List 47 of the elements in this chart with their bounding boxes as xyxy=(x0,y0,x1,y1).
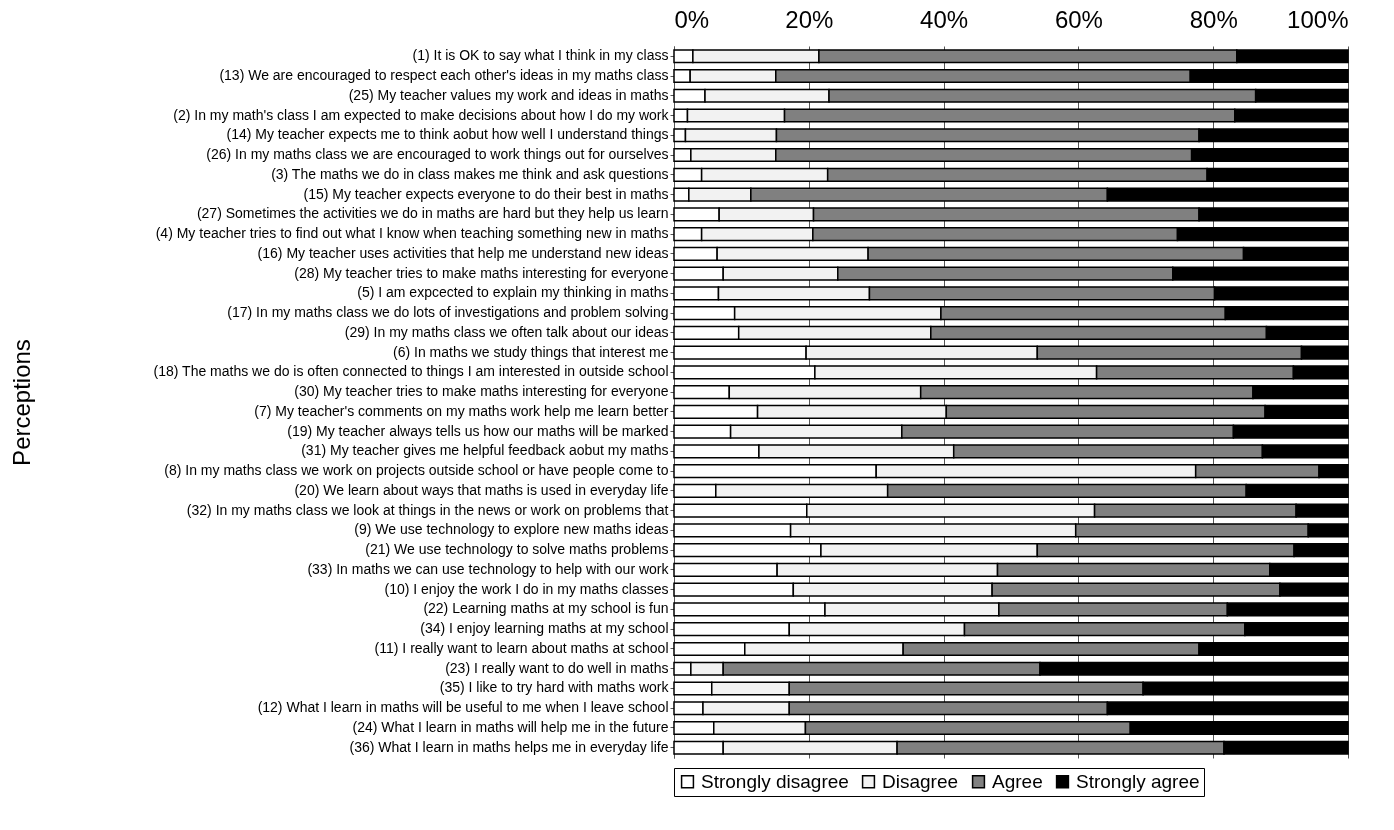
y-tick-label: (14) My teacher expects me to think aobut how well I understand things xyxy=(226,126,669,143)
y-tick-label: (20) We learn about ways that maths is used in everyday life xyxy=(294,481,669,498)
y-tick-label: (30) My teacher tries to make maths interesting for everyone xyxy=(294,383,669,400)
y-tick-label: (4) My teacher tries to find out what I know when teaching something new in maths xyxy=(155,225,669,242)
y-tick-label: (29) In my maths class we often talk about our ideas xyxy=(344,323,669,340)
y-tick-label: (11) I really want to learn about maths at school xyxy=(374,639,669,656)
x-tick-label: 80% xyxy=(1189,5,1238,33)
y-tick-label: (27) Sometimes the activities we do in maths are hard but they help us learn xyxy=(196,205,669,222)
y-tick-label: (9) We use technology to explore new maths ideas xyxy=(354,521,669,538)
y-tick-label: (36) What I learn in maths helps me in everyday life xyxy=(349,738,669,755)
y-tick-label: (13) We are encouraged to respect each other's ideas in my maths class xyxy=(219,67,669,84)
y-tick-label: (34) I enjoy learning maths at my school xyxy=(420,620,669,637)
legend-label: Strongly disagree xyxy=(701,770,849,792)
y-tick-label: (18) The maths we do is often connected to things I am interested in outside school xyxy=(153,363,669,380)
y-tick-label: (32) In my maths class we look at things in the news or work on problems that xyxy=(186,501,669,518)
y-tick-label: (22) Learning maths at my school is fun xyxy=(423,600,669,617)
x-tick-label: 0% xyxy=(674,5,710,33)
legend-label: Agree xyxy=(992,770,1043,792)
y-tick-label: (1) It is OK to say what I think in my class xyxy=(412,47,669,64)
x-tick-label: 60% xyxy=(1054,5,1103,33)
y-tick-label: (25) My teacher values my work and ideas in maths xyxy=(348,86,669,103)
y-axis-title: Perceptions xyxy=(7,339,35,466)
y-tick-label: (5) I am expcected to explain my thinking in maths xyxy=(357,284,669,301)
y-tick-label: (21) We use technology to solve maths problems xyxy=(365,541,669,558)
legend-label: Strongly agree xyxy=(1076,770,1200,792)
y-tick-label: (19) My teacher always tells us how our maths will be marked xyxy=(287,422,669,439)
y-tick-label: (10) I enjoy the work I do in my maths classes xyxy=(384,580,669,597)
y-tick-label: (26) In my maths class we are encouraged to work things out for ourselves xyxy=(206,146,669,163)
y-tick-label: (15) My teacher expects everyone to do their best in maths xyxy=(303,185,669,202)
y-tick-label: (17) In my maths class we do lots of investigations and problem solving xyxy=(227,304,669,321)
y-tick-label: (7) My teacher's comments on my maths work help me learn better xyxy=(254,402,669,419)
y-tick-label: (28) My teacher tries to make maths interesting for everyone xyxy=(294,264,669,281)
x-tick-label: 100% xyxy=(1287,5,1349,33)
x-tick-label: 40% xyxy=(920,5,969,33)
x-tick-label: 20% xyxy=(785,5,834,33)
y-tick-label: (24) What I learn in maths will help me in the future xyxy=(352,718,669,735)
y-tick-label: (35) I like to try hard with maths work xyxy=(439,679,670,696)
y-tick-label: (33) In maths we can use technology to help with our work xyxy=(307,560,670,577)
y-tick-label: (3) The maths we do in class makes me think and ask questions xyxy=(271,165,669,182)
y-tick-label: (2) In my math's class I am expected to make decisions about how I do my work xyxy=(173,106,670,123)
y-tick-label: (6) In maths we study things that interest me xyxy=(393,343,669,360)
legend-label: Disagree xyxy=(882,770,959,792)
y-tick-label: (23) I really want to do well in maths xyxy=(445,659,669,676)
y-tick-label: (16) My teacher uses activities that help me understand new ideas xyxy=(257,244,669,261)
y-tick-label: (31) My teacher gives me helpful feedback aobut my maths xyxy=(301,442,669,459)
y-tick-label: (8) In my maths class we work on projects outside school or have people come to xyxy=(164,462,669,479)
y-tick-label: (12) What I learn in maths will be useful to me when I leave school xyxy=(257,699,669,716)
